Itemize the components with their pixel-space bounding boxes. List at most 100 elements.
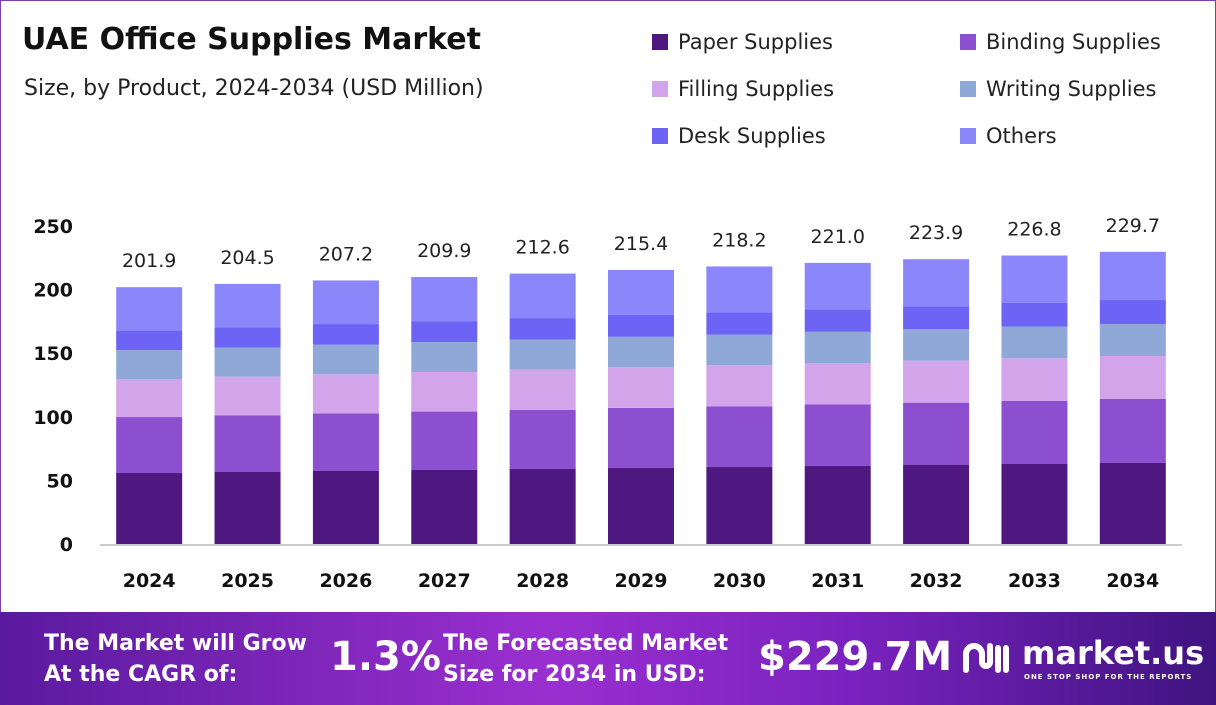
bar-segment-filling-supplies	[706, 365, 773, 407]
bar-segment-binding-supplies	[608, 407, 674, 468]
bar-segment-binding-supplies	[1099, 398, 1166, 463]
total-label: 229.7	[1106, 215, 1160, 237]
legend-swatch	[960, 128, 976, 144]
x-tick-label: 2024	[123, 570, 176, 592]
bar-segment-desk-supplies	[116, 330, 183, 351]
bar-segment-writing-supplies	[411, 342, 478, 373]
bar-segment-others	[608, 270, 674, 315]
bar-segment-others	[312, 280, 379, 325]
total-label: 212.6	[515, 237, 569, 259]
bar-segment-writing-supplies	[804, 331, 871, 363]
bar-segment-binding-supplies	[312, 413, 379, 471]
legend-item: Filling Supplies	[652, 77, 834, 101]
bar-segment-desk-supplies	[312, 324, 379, 345]
bar-segment-paper-supplies	[214, 472, 281, 544]
legend-label: Writing Supplies	[986, 77, 1157, 101]
x-tick-label: 2029	[615, 570, 668, 592]
bar-segment-filling-supplies	[608, 367, 674, 408]
footer-banner: The Market will Grow At the CAGR of: 1.3…	[0, 612, 1216, 705]
bar-segment-writing-supplies	[706, 334, 773, 366]
bar-segment-desk-supplies	[804, 309, 871, 332]
x-tick-label: 2034	[1106, 570, 1159, 592]
total-label: 226.8	[1007, 219, 1061, 241]
bar-segment-paper-supplies	[1001, 463, 1068, 544]
bar-segment-paper-supplies	[903, 465, 970, 544]
bar-segment-filling-supplies	[509, 369, 576, 410]
y-tick-label: 100	[33, 407, 73, 429]
bar-segment-others	[411, 277, 478, 322]
legend-item: Others	[960, 124, 1057, 148]
legend-swatch	[652, 81, 668, 97]
bar-segment-paper-supplies	[411, 469, 478, 544]
x-tick-label: 2030	[713, 570, 766, 592]
y-tick-label: 0	[60, 534, 73, 556]
total-label: 223.9	[909, 222, 963, 244]
total-label: 204.5	[220, 247, 274, 269]
bar-segment-writing-supplies	[116, 350, 183, 380]
bar-segment-others	[804, 262, 871, 310]
bar-segment-binding-supplies	[1001, 400, 1068, 464]
forecast-value: $229.7M	[758, 634, 953, 680]
bar-segment-writing-supplies	[214, 347, 281, 377]
legend-item: Binding Supplies	[960, 30, 1161, 54]
bar-segment-others	[116, 287, 183, 331]
bar-segment-paper-supplies	[116, 473, 183, 544]
bar-segment-binding-supplies	[411, 411, 478, 470]
legend-swatch	[960, 34, 976, 50]
x-tick-label: 2032	[910, 570, 963, 592]
bar-segment-others	[509, 273, 576, 319]
cagr-value: 1.3%	[330, 634, 441, 680]
bar-segment-others	[903, 259, 970, 307]
bar-segment-filling-supplies	[411, 372, 478, 412]
chart-subtitle: Size, by Product, 2024-2034 (USD Million…	[24, 76, 484, 101]
bar-segment-filling-supplies	[312, 374, 379, 414]
total-label: 209.9	[417, 240, 471, 262]
legend-item: Desk Supplies	[652, 124, 826, 148]
bar-segment-filling-supplies	[1001, 358, 1068, 401]
bar-segment-writing-supplies	[312, 344, 379, 375]
market-us-logo-icon	[962, 640, 1012, 674]
x-tick-label: 2027	[418, 570, 471, 592]
bar-segment-binding-supplies	[903, 402, 970, 466]
bar-segment-desk-supplies	[608, 314, 674, 337]
bar-segment-paper-supplies	[804, 466, 871, 544]
total-label: 218.2	[712, 229, 766, 251]
bar-segment-writing-supplies	[608, 336, 674, 368]
legend-item: Writing Supplies	[960, 77, 1157, 101]
x-tick-label: 2025	[221, 570, 274, 592]
bar-segment-desk-supplies	[903, 306, 970, 330]
x-tick-label: 2031	[811, 570, 864, 592]
bar-segment-binding-supplies	[804, 404, 871, 467]
bar-segment-filling-supplies	[903, 360, 970, 403]
total-label: 207.2	[319, 243, 373, 265]
bar-segment-binding-supplies	[706, 406, 773, 468]
y-tick-label: 200	[33, 280, 73, 302]
chart-plot: 0 50 100 150 200 250 201.9 2024 204.5 2025 207.2 20…	[33, 215, 1182, 592]
legend-label: Paper Supplies	[678, 30, 833, 54]
bar-segment-others	[706, 266, 773, 313]
legend-label: Desk Supplies	[678, 124, 826, 148]
bar-segment-filling-supplies	[1099, 355, 1166, 399]
bar-segment-binding-supplies	[509, 409, 576, 469]
bar-segment-others	[1001, 255, 1068, 303]
bar-segment-paper-supplies	[706, 467, 773, 544]
bar-segment-desk-supplies	[706, 312, 773, 335]
bar-segment-desk-supplies	[509, 318, 576, 340]
bar-segment-writing-supplies	[1099, 323, 1166, 356]
forecast-label: The Forecasted Market Size for 2034 in U…	[443, 631, 729, 687]
y-tick-label: 250	[33, 216, 73, 238]
legend-swatch	[960, 81, 976, 97]
chart-title: UAE Office Supplies Market	[22, 22, 481, 57]
x-tick-label: 2026	[319, 570, 372, 592]
cagr-label: The Market will Grow At the CAGR of:	[44, 631, 307, 687]
legend-label: Others	[986, 124, 1057, 148]
bar-segment-filling-supplies	[116, 379, 183, 418]
bar-segment-others	[1099, 251, 1166, 301]
bar-segment-paper-supplies	[509, 468, 576, 544]
y-tick-label: 50	[47, 470, 73, 492]
legend-label: Binding Supplies	[986, 30, 1161, 54]
bar-segment-desk-supplies	[411, 321, 478, 343]
bar-segment-binding-supplies	[214, 415, 281, 473]
bar-segment-desk-supplies	[1001, 302, 1068, 327]
bar-segment-writing-supplies	[1001, 326, 1068, 359]
